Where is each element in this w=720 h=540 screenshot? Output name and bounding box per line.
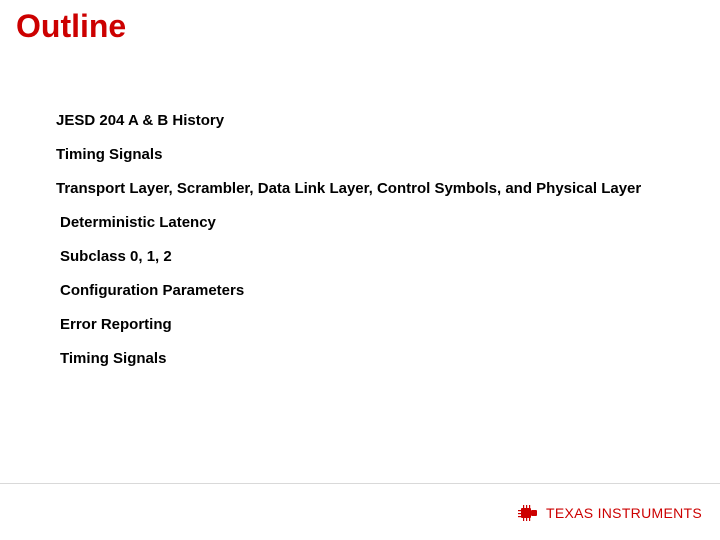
slide: Outline JESD 204 A & B History Timing Si… xyxy=(0,0,720,540)
outline-item: JESD 204 A & B History xyxy=(56,110,700,131)
outline-item: Timing Signals xyxy=(60,348,700,369)
logo-text: TEXAS INSTRUMENTS xyxy=(546,505,702,521)
footer-logo: TEXAS INSTRUMENTS xyxy=(518,504,702,522)
ti-chip-icon xyxy=(518,504,540,522)
footer-divider xyxy=(0,483,720,484)
outline-item: Transport Layer, Scrambler, Data Link La… xyxy=(56,178,700,199)
outline-item: Subclass 0, 1, 2 xyxy=(60,246,700,267)
slide-title: Outline xyxy=(16,8,126,45)
outline-item: Configuration Parameters xyxy=(60,280,700,301)
outline-item: Timing Signals xyxy=(56,144,700,165)
outline-item: Error Reporting xyxy=(60,314,700,335)
outline-item: Deterministic Latency xyxy=(60,212,700,233)
outline-list: JESD 204 A & B History Timing Signals Tr… xyxy=(56,110,700,382)
